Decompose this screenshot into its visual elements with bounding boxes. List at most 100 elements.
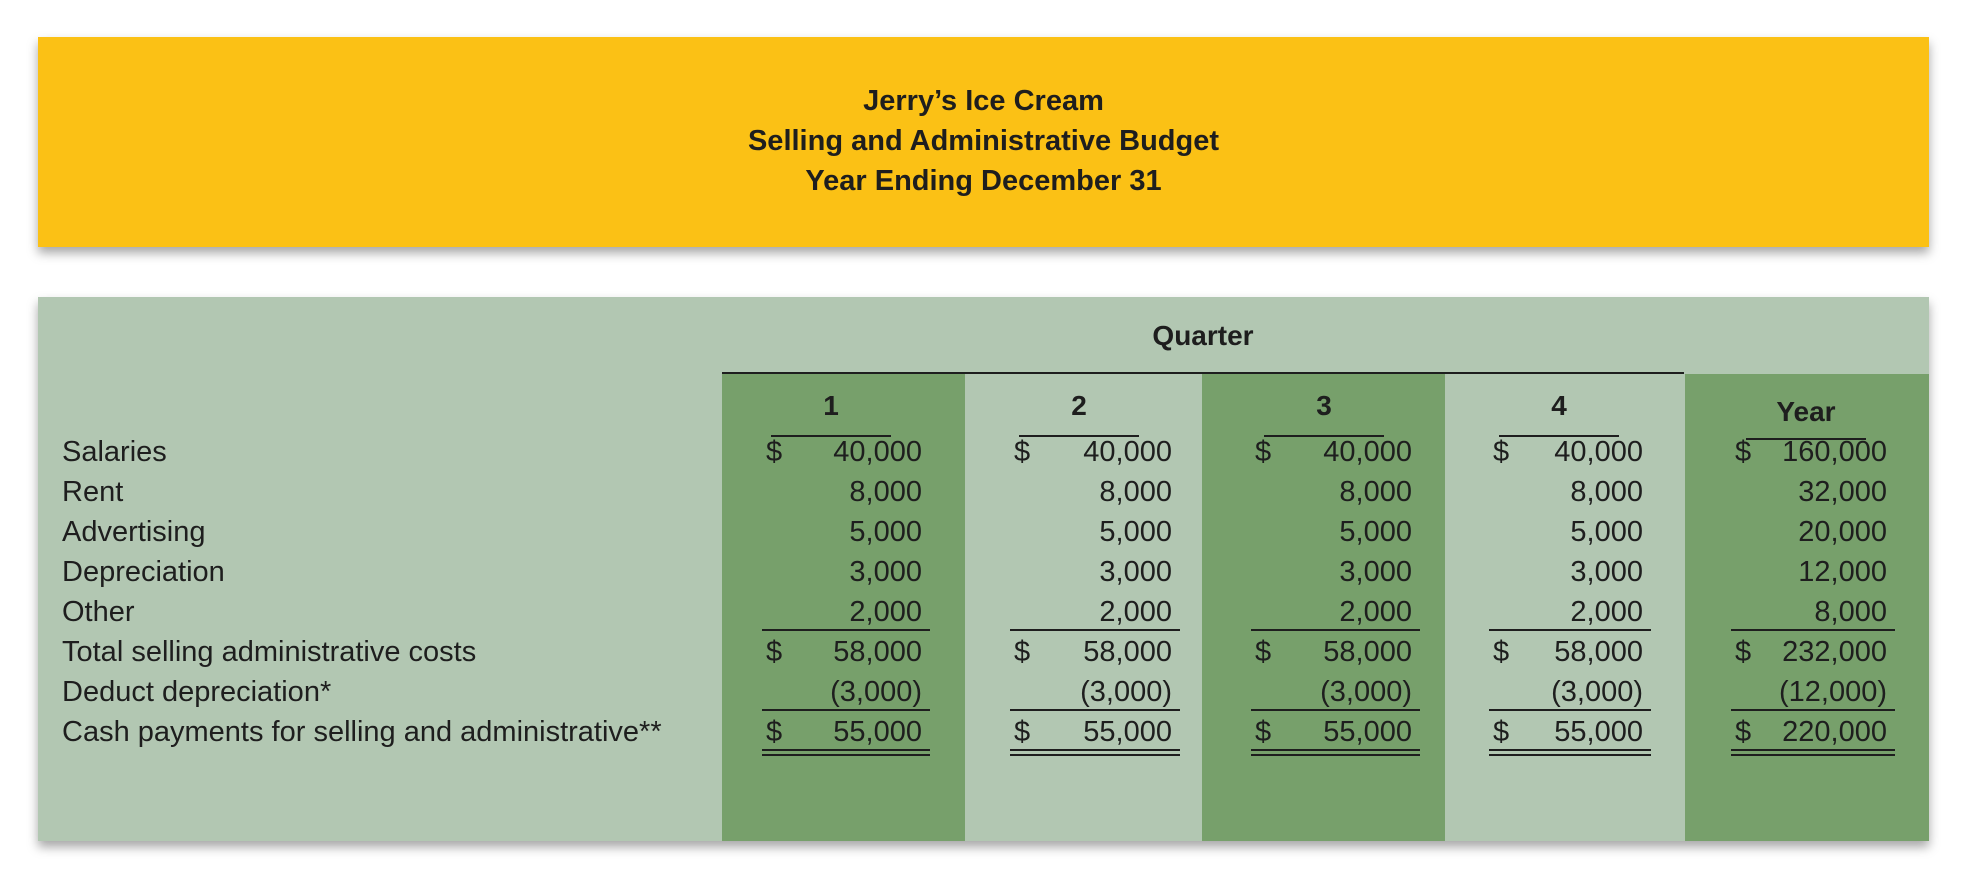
currency-symbol: $ [1014, 716, 1031, 748]
report-header: Jerry’s Ice Cream Selling and Administra… [38, 37, 1929, 247]
currency-symbol: $ [1493, 716, 1510, 748]
table-cell: $40,000 [766, 432, 922, 472]
table-cell: 5,000 [1255, 512, 1412, 552]
amount: 40,000 [1554, 436, 1643, 468]
amount: 2,000 [1339, 596, 1412, 628]
amount: 8,000 [1099, 476, 1172, 508]
table-cell: $220,000 [1735, 712, 1887, 752]
column-header-quarter-4: 4 [1551, 390, 1567, 421]
table-cell: $58,000 [1255, 632, 1412, 672]
table-cell: $58,000 [766, 632, 922, 672]
amount: 8,000 [1570, 476, 1643, 508]
table-cell: 8,000 [766, 472, 922, 512]
company-name: Jerry’s Ice Cream [863, 85, 1104, 117]
table-cell: 2,000 [766, 592, 922, 632]
amount: 5,000 [849, 516, 922, 548]
row-label: Cash payments for selling and administra… [62, 716, 662, 748]
budget-table: Quarter 1 2 3 4 Year Salaries $40,000 $40,000 $4… [38, 297, 1929, 841]
currency-symbol: $ [1255, 716, 1272, 748]
currency-symbol: $ [1014, 636, 1031, 668]
amount: 55,000 [1323, 716, 1412, 748]
table-cell: $55,000 [1014, 712, 1172, 752]
total-double-rule [762, 749, 930, 756]
quarter-group-rule [722, 372, 1684, 374]
subtotal-rule [762, 709, 930, 711]
currency-symbol: $ [1255, 436, 1272, 468]
subtotal-rule [1251, 709, 1420, 711]
column-header-quarter-2: 2 [1071, 390, 1087, 421]
table-cell: $58,000 [1014, 632, 1172, 672]
table-cell: 20,000 [1735, 512, 1887, 552]
column-header-quarter-1: 1 [823, 390, 839, 421]
amount: 220,000 [1782, 716, 1887, 748]
subtotal-rule [762, 629, 930, 631]
amount: 55,000 [833, 716, 922, 748]
table-cell: 8,000 [1255, 472, 1412, 512]
currency-symbol: $ [766, 716, 783, 748]
currency-symbol: $ [1735, 716, 1752, 748]
table-cell: (3,000) [766, 672, 922, 712]
amount: 3,000 [1570, 556, 1643, 588]
amount: 40,000 [833, 436, 922, 468]
table-cell: 5,000 [1014, 512, 1172, 552]
table-cell: $232,000 [1735, 632, 1887, 672]
row-label: Total selling administrative costs [62, 636, 477, 668]
table-cell: $58,000 [1493, 632, 1643, 672]
column-header-year: Year [1776, 396, 1836, 427]
amount: 20,000 [1798, 516, 1887, 548]
table-cell: 32,000 [1735, 472, 1887, 512]
amount: 3,000 [1339, 556, 1412, 588]
amount: 3,000 [1099, 556, 1172, 588]
amount: (3,000) [1320, 676, 1412, 708]
currency-symbol: $ [1735, 636, 1752, 668]
table-cell: $55,000 [766, 712, 922, 752]
table-cell: (12,000) [1735, 672, 1887, 712]
currency-symbol: $ [766, 636, 783, 668]
amount: 5,000 [1570, 516, 1643, 548]
column-header-rule [771, 435, 891, 437]
total-double-rule [1731, 749, 1895, 756]
table-cell: 3,000 [766, 552, 922, 592]
table-cell: 8,000 [1735, 592, 1887, 632]
amount: 32,000 [1798, 476, 1887, 508]
subtotal-rule [1489, 629, 1651, 631]
subtotal-rule [1489, 709, 1651, 711]
amount: 232,000 [1782, 636, 1887, 668]
total-double-rule [1010, 749, 1180, 756]
quarter-group-label: Quarter [1152, 320, 1254, 351]
table-cell: (3,000) [1493, 672, 1643, 712]
amount: 3,000 [849, 556, 922, 588]
amount: 2,000 [849, 596, 922, 628]
amount: 55,000 [1554, 716, 1643, 748]
table-cell: $160,000 [1735, 432, 1887, 472]
currency-symbol: $ [1493, 436, 1510, 468]
amount: (3,000) [830, 676, 922, 708]
column-header-quarter-3: 3 [1316, 390, 1332, 421]
amount: 40,000 [1083, 436, 1172, 468]
total-double-rule [1251, 749, 1420, 756]
report-titles: Jerry’s Ice Cream Selling and Administra… [38, 81, 1929, 201]
table-cell: 5,000 [766, 512, 922, 552]
amount: 58,000 [1554, 636, 1643, 668]
quarter-3-band [1202, 374, 1445, 841]
currency-symbol: $ [1493, 636, 1510, 668]
row-label: Depreciation [62, 556, 225, 588]
amount: 55,000 [1083, 716, 1172, 748]
row-label: Salaries [62, 436, 167, 468]
table-cell: 3,000 [1255, 552, 1412, 592]
subtotal-rule [1251, 629, 1420, 631]
currency-symbol: $ [1014, 436, 1031, 468]
amount: 5,000 [1339, 516, 1412, 548]
table-cell: 12,000 [1735, 552, 1887, 592]
table-cell: 3,000 [1493, 552, 1643, 592]
table-cell: $40,000 [1014, 432, 1172, 472]
table-cell: (3,000) [1255, 672, 1412, 712]
report-name: Selling and Administrative Budget [747, 125, 1220, 157]
table-cell: 8,000 [1014, 472, 1172, 512]
amount: (3,000) [1080, 676, 1172, 708]
row-label: Other [62, 596, 135, 628]
row-label: Rent [62, 476, 124, 508]
table-cell: 2,000 [1255, 592, 1412, 632]
amount: (3,000) [1551, 676, 1643, 708]
table-cell: $55,000 [1493, 712, 1643, 752]
